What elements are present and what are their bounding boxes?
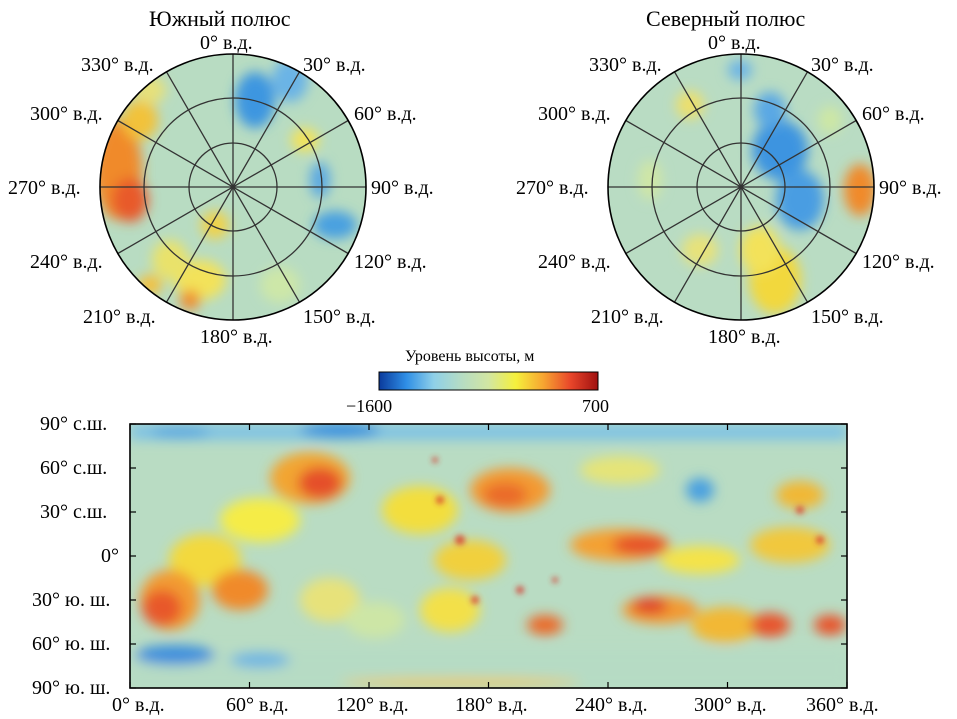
lat-label: 60° с.ш. xyxy=(40,457,108,479)
lon-label: 60° в.д. xyxy=(226,694,289,716)
south-lon-label: 180° в.д. xyxy=(200,326,273,348)
colorbar-max-label: 700 xyxy=(582,396,609,416)
lon-label: 360° в.д. xyxy=(806,694,879,716)
lat-label: 90° ю. ш. xyxy=(32,677,111,699)
colorbar-title: Уровень высоты, м xyxy=(405,348,535,365)
north-lon-label: 180° в.д. xyxy=(708,326,781,348)
meridian-line xyxy=(165,71,301,303)
south-pole-map xyxy=(99,53,367,321)
south-lon-label: 300° в.д. xyxy=(30,103,103,125)
lat-label: 60° ю. ш. xyxy=(32,633,111,655)
north-lon-label: 30° в.д. xyxy=(811,54,874,76)
lat-label: 30° ю. ш. xyxy=(32,589,111,611)
colorbar-min-label: −1600 xyxy=(346,396,393,416)
north-lon-label: 0° в.д. xyxy=(708,32,761,54)
south-lon-label: 330° в.д. xyxy=(81,54,154,76)
north-lon-label: 270° в.д. xyxy=(516,177,589,199)
north-pole-map xyxy=(607,53,875,321)
lon-label: 0° в.д. xyxy=(112,694,165,716)
global-elevation-map xyxy=(129,423,848,689)
north-lon-label: 150° в.д. xyxy=(811,306,884,328)
lat-label: 0° xyxy=(101,545,119,567)
lat-label: 90° с.ш. xyxy=(40,413,108,435)
south-lon-label: 150° в.д. xyxy=(303,306,376,328)
lon-label: 240° в.д. xyxy=(575,694,648,716)
lon-label: 180° в.д. xyxy=(455,694,528,716)
north-lon-label: 240° в.д. xyxy=(538,251,611,273)
lat-label: 30° с.ш. xyxy=(40,501,108,523)
south-lon-label: 0° в.д. xyxy=(200,32,253,54)
south-lon-label: 90° в.д. xyxy=(371,177,434,199)
south-lon-label: 240° в.д. xyxy=(30,251,103,273)
lon-label: 300° в.д. xyxy=(694,694,767,716)
colorbar xyxy=(378,371,599,391)
north-lon-label: 210° в.д. xyxy=(591,306,664,328)
lon-label: 120° в.д. xyxy=(336,694,409,716)
south-lon-label: 30° в.д. xyxy=(303,54,366,76)
south-lon-label: 210° в.д. xyxy=(83,306,156,328)
south-lon-label: 270° в.д. xyxy=(8,177,81,199)
north-lon-label: 90° в.д. xyxy=(879,177,942,199)
south-pole-title: Южный полюс xyxy=(149,6,291,31)
north-pole-title: Северный полюс xyxy=(646,6,806,31)
north-lon-label: 60° в.д. xyxy=(862,103,925,125)
north-lon-label: 330° в.д. xyxy=(589,54,662,76)
north-lon-label: 300° в.д. xyxy=(538,103,611,125)
south-lon-label: 120° в.д. xyxy=(354,251,427,273)
north-lon-label: 120° в.д. xyxy=(862,251,935,273)
meridian-line xyxy=(673,71,809,303)
south-lon-label: 60° в.д. xyxy=(354,103,417,125)
